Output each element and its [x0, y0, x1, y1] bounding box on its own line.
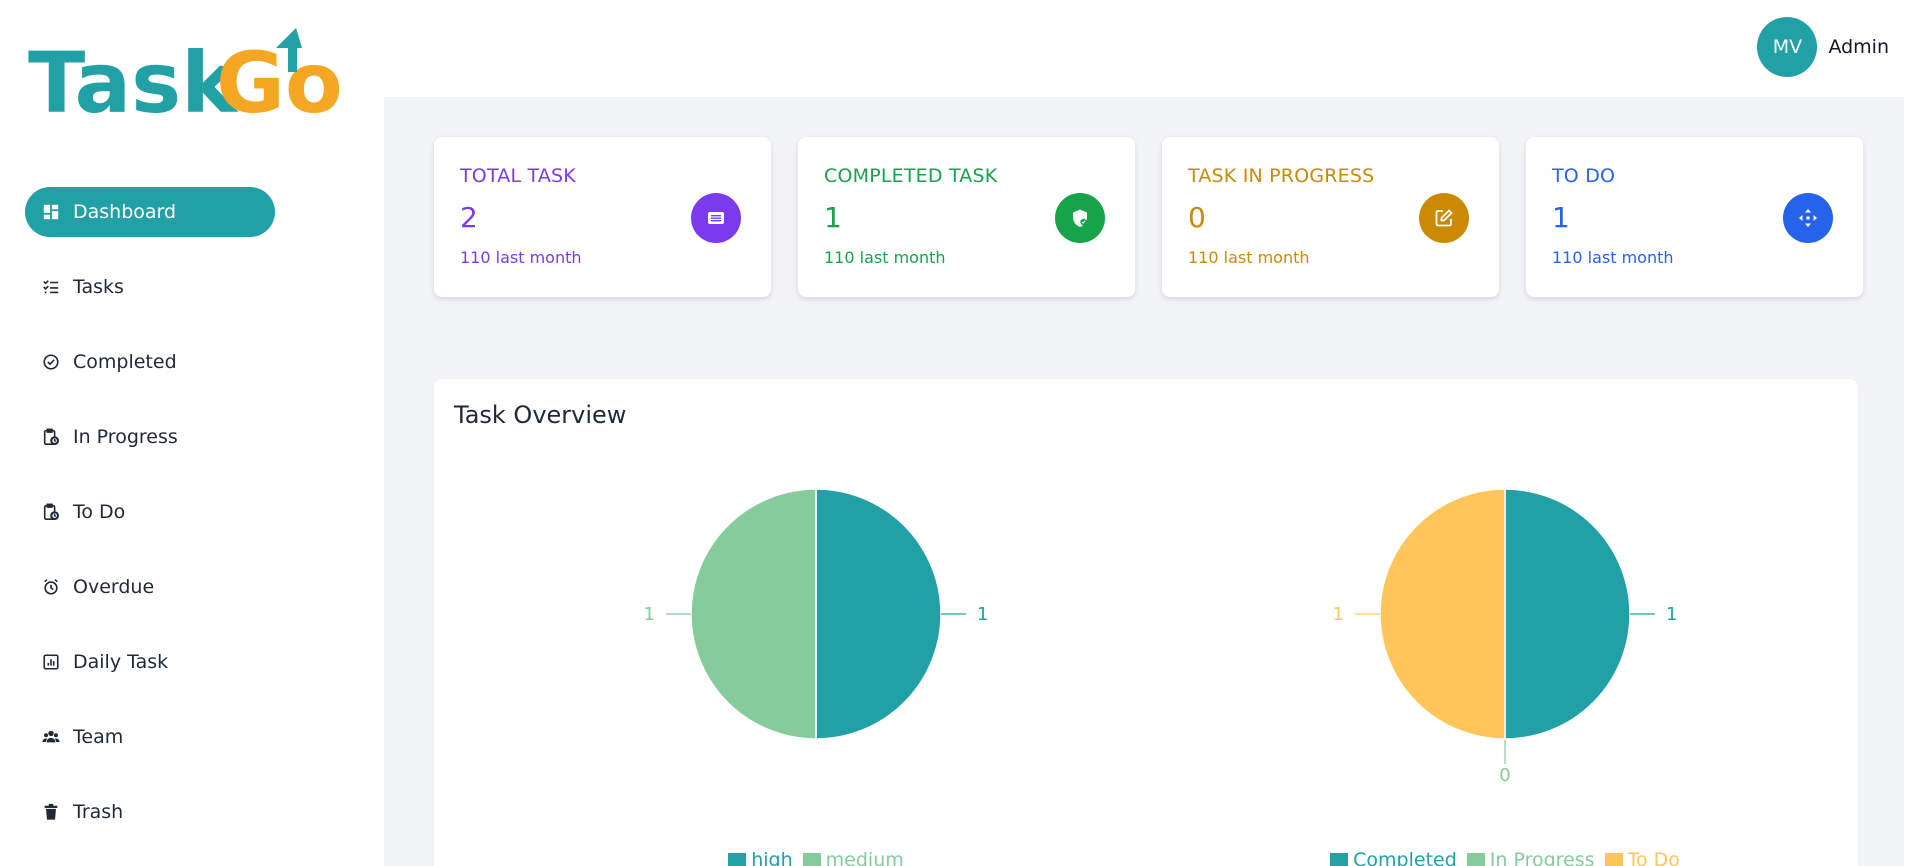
sidebar-item-label: Team	[73, 726, 124, 748]
pie-data-label-high: 1	[977, 604, 988, 625]
legend-swatch	[1330, 853, 1349, 866]
stat-card-value: 1	[1552, 201, 1570, 234]
username: Admin	[1828, 36, 1889, 58]
pie-data-label-to-do: 1	[1333, 604, 1344, 625]
stat-card-subtext: 110 last month	[460, 248, 582, 267]
main-content: TOTAL TASK 2 110 last month COMPLETED TASK 1…	[384, 97, 1904, 866]
stat-card-value: 2	[460, 201, 478, 234]
sidebar-item-overdue[interactable]: Overdue	[25, 562, 365, 612]
alarm-clock-icon	[41, 577, 61, 597]
legend-swatch	[1466, 853, 1485, 866]
stat-card-value: 0	[1188, 201, 1206, 234]
legend-swatch	[728, 853, 747, 866]
sidebar-item-tasks[interactable]: Tasks	[25, 262, 365, 312]
sidebar-nav: Dashboard Tasks Completed In Progress To Do O…	[25, 187, 365, 862]
stat-card-title: COMPLETED TASK	[824, 165, 998, 187]
stat-card-total-task: TOTAL TASK 2 110 last month	[434, 137, 771, 297]
svg-text:Task: Task	[28, 34, 239, 121]
priority-pie-chart: 1 1 high medium	[566, 449, 1066, 866]
pie-data-label-medium: 1	[644, 604, 655, 625]
svg-text:Go: Go	[216, 34, 343, 121]
taskgo-logo[interactable]: Task Go	[28, 26, 358, 132]
sidebar-item-to-do[interactable]: To Do	[25, 487, 365, 537]
pie-svg: 1 0 1	[1333, 488, 1677, 786]
pie-slice-to-do[interactable]	[1379, 488, 1506, 740]
bar-chart-icon	[41, 652, 61, 672]
stat-card-title: TASK IN PROGRESS	[1188, 165, 1375, 187]
check-circle-icon	[41, 352, 61, 372]
edit-icon	[1419, 193, 1469, 243]
top-bar: MV Admin	[384, 0, 1904, 97]
legend-label: high	[751, 849, 793, 866]
legend-label: Completed	[1353, 849, 1457, 866]
sidebar-item-in-progress[interactable]: In Progress	[25, 412, 365, 462]
stat-card-completed-task: COMPLETED TASK 1 110 last month	[798, 137, 1135, 297]
stat-card-task-in-progress: TASK IN PROGRESS 0 110 last month	[1162, 137, 1499, 297]
sidebar-item-label: Dashboard	[73, 201, 177, 223]
chart-legend: Completed In Progress To Do	[1255, 849, 1755, 866]
users-icon	[41, 727, 61, 747]
pie-slice-medium[interactable]	[690, 488, 817, 740]
pie-slice-high[interactable]	[815, 488, 942, 740]
sidebar-item-label: Daily Task	[73, 651, 169, 673]
legend-item-in-progress[interactable]: In Progress	[1466, 849, 1595, 866]
sidebar: Task Go Dashboard Tasks Completed In Progre…	[0, 0, 384, 866]
status-pie-chart: 1 0 1 Completed In Progress To Do	[1255, 449, 1755, 866]
dashboard-icon	[41, 202, 61, 222]
legend-label: In Progress	[1489, 849, 1595, 866]
move-arrows-icon	[1783, 193, 1833, 243]
pie-slice-completed[interactable]	[1504, 488, 1631, 740]
sidebar-item-label: Completed	[73, 351, 177, 373]
legend-label: medium	[825, 849, 904, 866]
stat-card-subtext: 110 last month	[1552, 248, 1674, 267]
shield-check-icon	[1055, 193, 1105, 243]
clipboard-clock-icon	[41, 427, 61, 447]
list-card-icon	[691, 193, 741, 243]
legend-label: To Do	[1627, 849, 1680, 866]
sidebar-item-daily-task[interactable]: Daily Task	[25, 637, 365, 687]
task-overview-panel: Task Overview 1 1 high medium 1 0 1 Completed I…	[434, 379, 1858, 866]
legend-item-high[interactable]: high	[728, 849, 793, 866]
stat-card-value: 1	[824, 201, 842, 234]
trash-icon	[41, 802, 61, 822]
stat-card-subtext: 110 last month	[1188, 248, 1310, 267]
stat-card-title: TO DO	[1552, 165, 1616, 187]
tasks-list-icon	[41, 277, 61, 297]
legend-swatch	[802, 853, 821, 866]
sidebar-item-label: Trash	[73, 801, 124, 823]
avatar[interactable]: MV	[1757, 17, 1818, 77]
stat-card-to-do: TO DO 1 110 last month	[1526, 137, 1863, 297]
legend-item-to-do[interactable]: To Do	[1604, 849, 1680, 866]
legend-item-medium[interactable]: medium	[802, 849, 904, 866]
sidebar-item-team[interactable]: Team	[25, 712, 365, 762]
chart-legend: high medium	[566, 849, 1066, 866]
sidebar-item-label: To Do	[73, 501, 126, 523]
stat-card-subtext: 110 last month	[824, 248, 946, 267]
legend-item-completed[interactable]: Completed	[1330, 849, 1457, 866]
pie-svg: 11	[644, 488, 988, 740]
stat-card-title: TOTAL TASK	[460, 165, 576, 187]
sidebar-item-completed[interactable]: Completed	[25, 337, 365, 387]
legend-swatch	[1604, 853, 1623, 866]
sidebar-item-label: Tasks	[73, 276, 124, 298]
task-overview-title: Task Overview	[454, 401, 627, 429]
sidebar-item-label: In Progress	[73, 426, 178, 448]
clipboard-clock-icon	[41, 502, 61, 522]
user-menu[interactable]: MV Admin	[1757, 17, 1889, 77]
pie-data-label-completed: 1	[1666, 604, 1677, 625]
pie-data-label-in-progress: 0	[1499, 765, 1510, 786]
sidebar-item-label: Overdue	[73, 576, 155, 598]
sidebar-item-trash[interactable]: Trash	[25, 787, 365, 837]
sidebar-item-dashboard[interactable]: Dashboard	[25, 187, 275, 237]
